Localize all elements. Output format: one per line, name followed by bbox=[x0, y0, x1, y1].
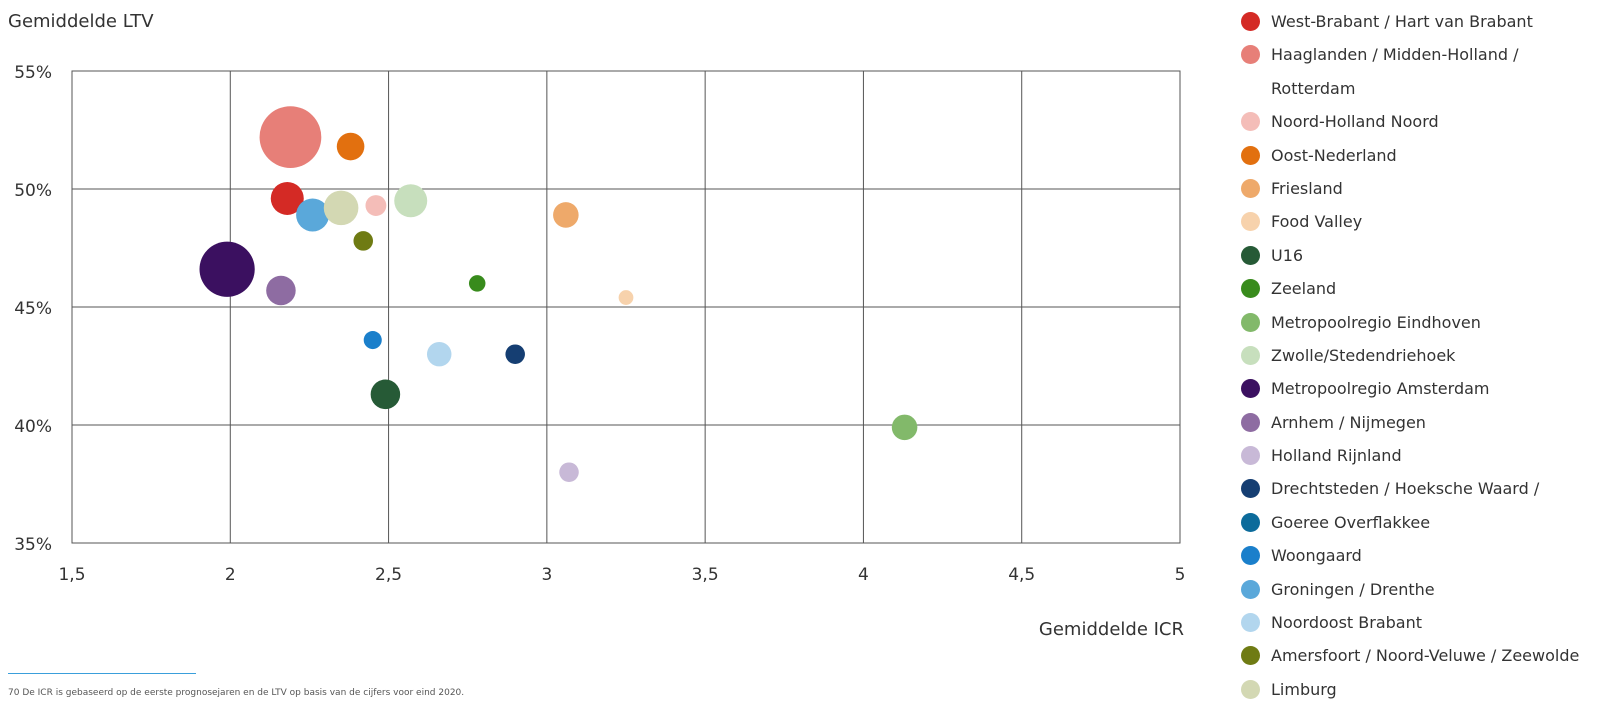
legend-marker-icon bbox=[1241, 212, 1260, 232]
legend-label: Limburg bbox=[1271, 679, 1337, 699]
legend-item: Haaglanden / Midden-Holland / Rotterdam bbox=[1241, 43, 1591, 110]
x-tick-label: 4,5 bbox=[1008, 565, 1035, 585]
legend-item: Drechtsteden / Hoeksche Waard / bbox=[1241, 477, 1591, 510]
data-point bbox=[891, 414, 918, 441]
x-tick-label: 3,5 bbox=[692, 565, 719, 585]
legend-label: Oost-Nederland bbox=[1271, 145, 1397, 165]
legend-label: Drechtsteden / Hoeksche Waard / bbox=[1271, 479, 1540, 499]
legend-label: U16 bbox=[1271, 245, 1304, 265]
legend-label: Zwolle/Stedendriehoek bbox=[1271, 345, 1456, 365]
data-point bbox=[505, 344, 525, 364]
legend-marker-icon bbox=[1241, 379, 1260, 399]
legend-marker-icon bbox=[1241, 312, 1260, 332]
legend-marker-icon bbox=[1241, 479, 1260, 499]
data-point bbox=[468, 275, 486, 292]
data-point bbox=[559, 462, 579, 482]
legend-label: Holland Rijnland bbox=[1271, 446, 1402, 466]
data-point bbox=[365, 195, 387, 216]
footnote-divider bbox=[8, 673, 196, 674]
legend-label: West-Brabant / Hart van Brabant bbox=[1271, 12, 1533, 31]
legend-marker-icon bbox=[1241, 579, 1260, 599]
legend-item: Groningen / Drenthe bbox=[1241, 578, 1591, 611]
legend-item: West-Brabant / Hart van Brabant bbox=[1241, 10, 1591, 43]
x-tick-label: 2,5 bbox=[375, 565, 402, 585]
data-point bbox=[270, 181, 304, 215]
legend-label: Noordoost Brabant bbox=[1271, 613, 1423, 633]
legend-marker-icon bbox=[1241, 112, 1260, 132]
y-tick-label: 45% bbox=[14, 299, 52, 319]
legend-label: Arnhem / Nijmegen bbox=[1271, 412, 1426, 432]
x-tick-label: 4 bbox=[858, 565, 869, 585]
data-point bbox=[296, 198, 330, 232]
data-point bbox=[199, 241, 255, 297]
legend-label: Woongaard bbox=[1271, 546, 1362, 566]
data-point bbox=[618, 290, 634, 305]
legend-item: Metropoolregio Eindhoven bbox=[1241, 311, 1591, 344]
x-axis-label: Gemiddelde ICR bbox=[1039, 619, 1184, 640]
legend-marker-icon bbox=[1241, 446, 1260, 466]
x-tick-label: 5 bbox=[1175, 565, 1186, 585]
data-point bbox=[266, 275, 296, 306]
legend-item: Noordoost Brabant bbox=[1241, 611, 1591, 644]
legend-label: Metropoolregio Eindhoven bbox=[1271, 312, 1481, 332]
legend-label: Goeree Overflakkee bbox=[1271, 512, 1431, 532]
legend-label: Metropoolregio Amsterdam bbox=[1271, 379, 1490, 399]
legend-marker-icon bbox=[1241, 12, 1260, 31]
legend-item: Holland Rijnland bbox=[1241, 444, 1591, 477]
legend-item: Amersfoort / Noord-Veluwe / Zeewolde bbox=[1241, 644, 1591, 677]
legend-marker-icon bbox=[1241, 613, 1260, 633]
legend-item: U16 bbox=[1241, 244, 1591, 277]
data-point bbox=[353, 231, 374, 251]
legend-item: Woongaard bbox=[1241, 544, 1591, 577]
y-axis-label: Gemiddelde LTV bbox=[8, 11, 154, 32]
x-tick-label: 3 bbox=[541, 565, 552, 585]
legend-marker-icon bbox=[1241, 145, 1260, 165]
data-point bbox=[363, 331, 382, 350]
chart-legend: West-Brabant / Hart van Brabant Haaglande… bbox=[1241, 10, 1591, 711]
y-tick-label: 55% bbox=[14, 63, 52, 83]
y-tick-label: 35% bbox=[14, 535, 52, 555]
legend-marker-icon bbox=[1241, 45, 1260, 65]
legend-marker-icon bbox=[1241, 546, 1260, 566]
data-point bbox=[370, 379, 401, 410]
legend-marker-icon bbox=[1241, 512, 1260, 532]
legend-label: Groningen / Drenthe bbox=[1271, 579, 1435, 599]
legend-marker-icon bbox=[1241, 279, 1260, 299]
y-tick-label: 40% bbox=[14, 417, 52, 437]
x-tick-label: 1,5 bbox=[58, 565, 85, 585]
legend-item: Food Valley bbox=[1241, 210, 1591, 243]
legend-label: Noord-Holland Noord bbox=[1271, 112, 1439, 132]
legend-label: Haaglanden / Midden-Holland / Rotterdam bbox=[1271, 45, 1519, 98]
legend-label: Amersfoort / Noord-Veluwe / Zeewolde bbox=[1271, 646, 1580, 666]
legend-item: Oost-Nederland bbox=[1241, 144, 1591, 177]
legend-item: Limburg bbox=[1241, 678, 1591, 711]
legend-marker-icon bbox=[1241, 345, 1260, 365]
legend-marker-icon bbox=[1241, 178, 1260, 198]
legend-marker-icon bbox=[1241, 679, 1260, 699]
x-tick-label: 2 bbox=[225, 565, 236, 585]
data-point bbox=[426, 341, 452, 367]
legend-item: Goeree Overflakkee bbox=[1241, 511, 1591, 544]
legend-item: Zwolle/Stedendriehoek bbox=[1241, 344, 1591, 377]
data-point bbox=[336, 132, 365, 161]
legend-item: Zeeland bbox=[1241, 277, 1591, 310]
legend-marker-icon bbox=[1241, 245, 1260, 265]
y-tick-label: 50% bbox=[14, 181, 52, 201]
scatter-chart: 1,5 2 2,5 3 3,5 4 4,5 5 55% 50% 45% 40% 35% Gemiddeld… bbox=[8, 11, 1186, 640]
legend-item: Friesland bbox=[1241, 177, 1591, 210]
data-point bbox=[394, 184, 428, 218]
data-point bbox=[553, 202, 579, 228]
legend-item: Metropoolregio Amsterdam bbox=[1241, 377, 1591, 410]
legend-label: Zeeland bbox=[1271, 279, 1337, 299]
legend-label: Friesland bbox=[1271, 178, 1343, 198]
legend-item: Noord-Holland Noord bbox=[1241, 110, 1591, 143]
data-point bbox=[259, 106, 322, 168]
legend-marker-icon bbox=[1241, 646, 1260, 666]
data-point bbox=[323, 190, 359, 226]
legend-marker-icon bbox=[1241, 412, 1260, 432]
footnote: 70 De ICR is gebaseerd op de eerste prog… bbox=[8, 688, 465, 698]
legend-label: Food Valley bbox=[1271, 212, 1363, 232]
legend-item: Arnhem / Nijmegen bbox=[1241, 411, 1591, 444]
